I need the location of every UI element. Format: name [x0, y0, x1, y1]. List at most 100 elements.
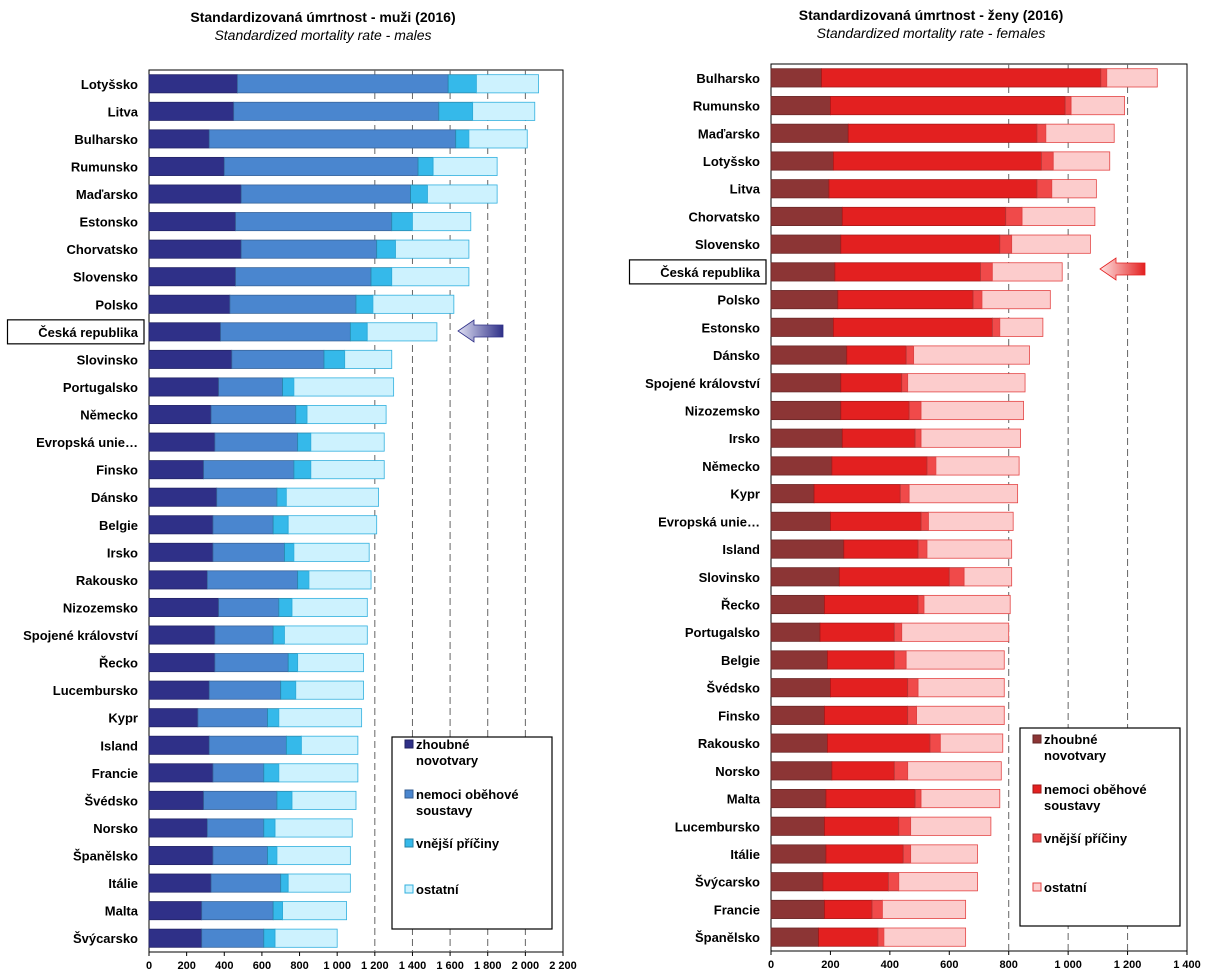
- category-label: Rumunsko: [693, 99, 760, 114]
- bar-segment: [913, 345, 1030, 365]
- category-label: Norsko: [93, 821, 138, 836]
- category-label: Slovinsko: [699, 570, 760, 585]
- bar-segment: [770, 290, 839, 310]
- category-label: Belgie: [99, 518, 138, 533]
- chart-subtitle: Standardized mortality rate - females: [817, 25, 1046, 41]
- bar-segment: [148, 901, 203, 921]
- bar-segment: [297, 570, 310, 590]
- legend-swatch: [404, 838, 414, 848]
- bar-segment: [824, 594, 919, 615]
- bar-segment: [830, 678, 909, 698]
- bar-segment: [210, 873, 282, 893]
- bar-segment: [770, 262, 836, 282]
- bar-segment: [148, 156, 225, 176]
- bar-segment: [899, 484, 910, 504]
- category-label: Lotyšsko: [703, 154, 760, 169]
- bar-segment: [476, 74, 539, 94]
- legend-label: vnější příčiny: [1044, 831, 1128, 846]
- bar-segment: [212, 515, 274, 535]
- bar-segment: [770, 206, 843, 227]
- bar-segment: [148, 129, 210, 149]
- bar-segment: [229, 294, 357, 314]
- legend-label: vnější příčiny: [416, 836, 500, 851]
- bar-segment: [935, 456, 1020, 476]
- bar-segment: [240, 184, 411, 204]
- bar-segment: [216, 487, 278, 507]
- bar-segment: [148, 570, 208, 590]
- bar-segment: [148, 790, 204, 810]
- bar-segment: [917, 678, 1005, 698]
- bar-segment: [841, 428, 916, 448]
- bar-segment: [898, 872, 978, 892]
- bar-segment: [991, 262, 1063, 282]
- bar-segment: [214, 432, 299, 452]
- bar-segment: [907, 373, 1026, 393]
- bar-segment: [824, 816, 900, 836]
- bar-segment: [148, 597, 220, 617]
- bar-segment: [235, 212, 393, 232]
- bar-segment: [395, 239, 470, 259]
- category-label: Švédsko: [707, 681, 761, 696]
- bar-segment: [278, 763, 359, 783]
- bar-segment: [871, 899, 883, 919]
- bar-segment: [438, 101, 474, 121]
- highlight-arrow-icon: [457, 319, 504, 343]
- category-label: Česká republika: [660, 265, 760, 280]
- bar-segment: [843, 539, 919, 559]
- bar-segment: [991, 317, 1001, 337]
- bar-segment: [148, 432, 216, 452]
- category-label: Chorvatsko: [688, 209, 760, 224]
- bar-segment: [282, 377, 295, 397]
- bar-segment: [276, 487, 287, 507]
- category-label: Nizozemsko: [685, 403, 760, 418]
- bar-segment: [472, 101, 536, 121]
- bar-segment: [148, 763, 214, 783]
- bar-segment: [272, 625, 285, 645]
- bar-segment: [272, 901, 284, 921]
- bar-segment: [825, 844, 904, 864]
- category-label: Kypr: [108, 711, 138, 726]
- bar-segment: [770, 428, 843, 448]
- category-label: Itálie: [108, 876, 138, 891]
- bar-segment: [824, 899, 873, 919]
- category-label: Island: [100, 738, 138, 753]
- bar-segment: [391, 267, 470, 287]
- bar-segment: [833, 151, 1042, 171]
- bar-segment: [770, 179, 830, 199]
- bar-segment: [218, 597, 280, 617]
- chart-title: Standardizovaná úmrtnost - ženy (2016): [799, 7, 1064, 23]
- bar-segment: [148, 212, 236, 232]
- bar-segment: [218, 377, 284, 397]
- bar-segment: [206, 570, 299, 590]
- bar-segment: [201, 901, 274, 921]
- bar-segment: [1005, 206, 1023, 227]
- bar-segment: [297, 432, 312, 452]
- category-label: Řecko: [99, 656, 138, 671]
- category-label: Španělsko: [695, 930, 760, 945]
- x-tick-label: 0: [146, 960, 152, 972]
- bar-segment: [963, 567, 1013, 587]
- bar-segment: [310, 460, 385, 480]
- bar-segment: [235, 267, 372, 287]
- bar-segment: [923, 594, 1011, 615]
- category-label: Itálie: [730, 847, 760, 862]
- x-tick-label: 1 400: [399, 960, 427, 972]
- highlight-box: [628, 259, 767, 285]
- bar-segment: [893, 650, 907, 670]
- bar-segment: [214, 653, 289, 673]
- bar-segment: [770, 761, 833, 781]
- bar-segment: [901, 373, 909, 393]
- category-label: Chorvatsko: [66, 242, 138, 257]
- bar-segment: [831, 456, 928, 476]
- bar-segment: [770, 373, 842, 393]
- bar-segment: [770, 788, 827, 809]
- category-label: Rumunsko: [71, 159, 138, 174]
- bar-segment: [999, 317, 1044, 337]
- bar-segment: [272, 515, 289, 535]
- bar-segment: [838, 567, 950, 587]
- category-label: Německo: [702, 459, 760, 474]
- bar-segment: [770, 511, 831, 531]
- bar-segment: [223, 156, 419, 176]
- legend-label: nemoci oběhové soustavy: [416, 787, 519, 818]
- bar-segment: [770, 151, 834, 171]
